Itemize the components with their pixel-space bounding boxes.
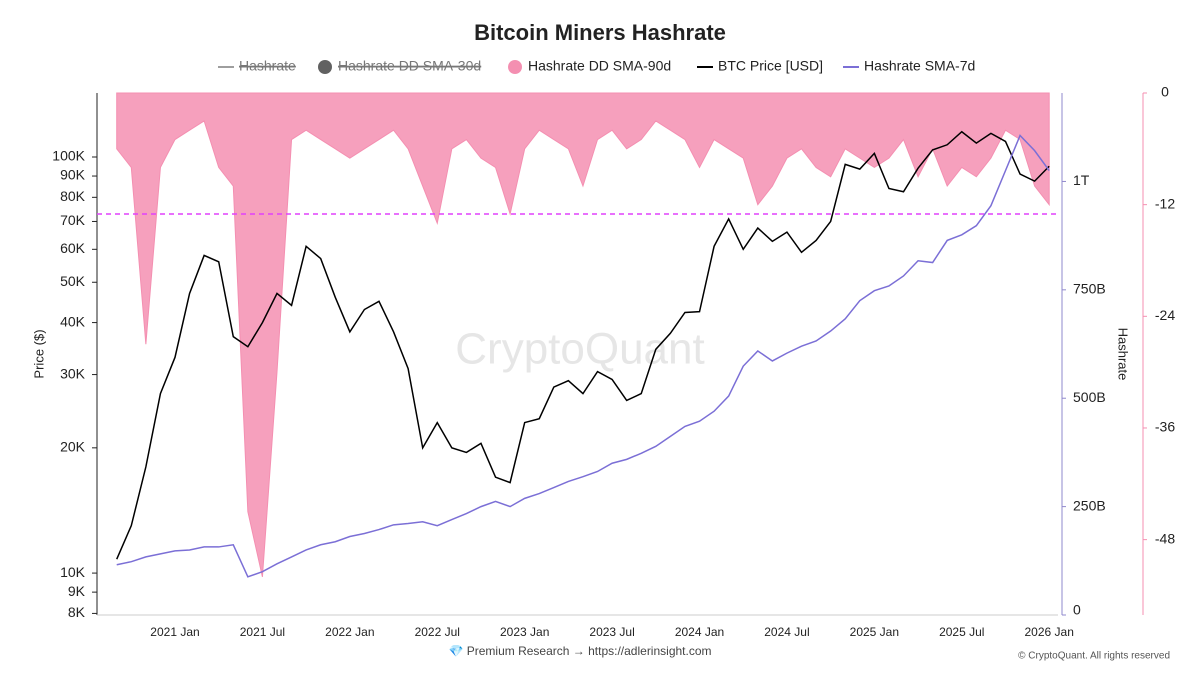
y-tick-label: 40K — [60, 313, 86, 329]
y-tick-label: 80K — [60, 188, 86, 204]
x-tick-label: 2023 Jan — [500, 625, 549, 639]
y2-axis-label: Hashrate — [1116, 328, 1131, 381]
legend-label: Hashrate — [239, 58, 296, 74]
y-tick-label: 60K — [60, 240, 86, 256]
y3-tick-label: -36 — [1155, 419, 1175, 435]
chart-title: Bitcoin Miners Hashrate — [474, 20, 726, 45]
x-tick-label: 2021 Jul — [240, 625, 285, 639]
y3-tick-label: -48 — [1155, 530, 1175, 546]
copyright: © CryptoQuant. All rights reserved — [1018, 651, 1170, 662]
footer: 💎 Premium Research → https://adlerinsigh… — [448, 644, 711, 658]
legend-label: Hashrate SMA-7d — [864, 58, 975, 74]
x-tick-label: 2022 Jul — [415, 625, 460, 639]
legend-label: Hashrate DD SMA-90d — [528, 58, 671, 74]
y3-tick-label: -24 — [1155, 307, 1175, 323]
x-tick-label: 2025 Jan — [850, 625, 899, 639]
y2-tick-label: 500B — [1073, 389, 1106, 405]
y-axis-label: Price ($) — [31, 329, 46, 378]
series-line — [116, 130, 1050, 560]
x-tick-label: 2024 Jan — [675, 625, 724, 639]
y2-tick-label: 0 — [1073, 602, 1081, 618]
y2-tick-label: 750B — [1073, 281, 1106, 297]
legend-marker — [508, 60, 522, 74]
watermark: CryptoQuant — [455, 325, 704, 374]
x-tick-label: 2022 Jan — [325, 625, 374, 639]
x-tick-label: 2023 Jul — [589, 625, 634, 639]
legend-label: Hashrate DD SMA-30d — [338, 58, 481, 74]
y-tick-label: 70K — [60, 212, 86, 228]
y-tick-label: 10K — [60, 564, 86, 580]
y-tick-label: 100K — [52, 148, 85, 164]
y-tick-label: 50K — [60, 273, 86, 289]
legend-marker — [318, 60, 332, 74]
x-tick-label: 2021 Jan — [150, 625, 199, 639]
x-tick-label: 2026 Jan — [1025, 625, 1074, 639]
y2-tick-label: 1T — [1073, 172, 1090, 188]
drawdown-area — [116, 92, 1050, 577]
y-tick-label: 8K — [68, 604, 86, 620]
y3-tick-label: -12 — [1155, 195, 1175, 211]
y-tick-label: 30K — [60, 365, 86, 381]
y2-tick-label: 250B — [1073, 497, 1106, 513]
y-tick-label: 9K — [68, 583, 86, 599]
series-line — [116, 134, 1050, 578]
y-tick-label: 20K — [60, 439, 86, 455]
y3-tick-label: 0 — [1161, 84, 1169, 100]
legend-label: BTC Price [USD] — [718, 58, 823, 74]
y-tick-label: 90K — [60, 167, 86, 183]
x-tick-label: 2024 Jul — [764, 625, 809, 639]
x-tick-label: 2025 Jul — [939, 625, 984, 639]
